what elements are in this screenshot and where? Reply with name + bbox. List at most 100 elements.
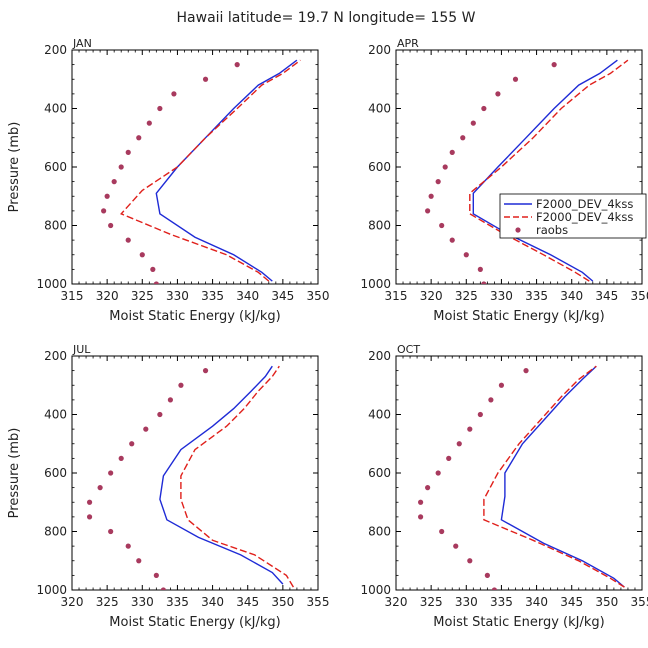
- y-tick-label: 200: [368, 43, 391, 57]
- raobs-point: [418, 514, 424, 520]
- panel-label: APR: [397, 37, 419, 50]
- raobs-point: [425, 485, 431, 491]
- panel-apr: 315 320 325 330 335 340 345 350 200 400 600 800 1000…: [360, 37, 648, 324]
- raobs-point: [456, 441, 462, 447]
- y-tick-label: 200: [44, 43, 67, 57]
- y-tick-label: 600: [44, 160, 67, 174]
- raobs-point: [111, 179, 117, 185]
- x-tick-label: 330: [166, 289, 189, 303]
- raobs-point: [129, 441, 135, 447]
- raobs-point: [101, 208, 107, 214]
- raobs-point: [435, 470, 441, 476]
- raobs-point: [463, 252, 469, 258]
- x-tick-label: 345: [236, 595, 259, 609]
- raobs-point: [523, 368, 529, 374]
- x-tick-label: 320: [96, 289, 119, 303]
- model-series-line-solid: [472, 59, 618, 282]
- raobs-point: [125, 543, 131, 549]
- model-series-line-solid: [500, 365, 625, 588]
- raobs-point: [435, 179, 441, 185]
- x-tick-label: 335: [490, 595, 513, 609]
- x-axis-label: Moist Static Energy (kJ/kg): [433, 309, 604, 324]
- raobs-point: [202, 76, 209, 82]
- y-axis-label: Pressure (mb): [7, 122, 22, 213]
- raobs-point: [202, 368, 209, 374]
- raobs-point: [484, 572, 490, 578]
- raobs-point: [118, 455, 124, 461]
- legend-label: raobs: [536, 223, 568, 237]
- y-tick-label: 1000: [360, 583, 391, 597]
- x-tick-label: 340: [201, 595, 224, 609]
- y-tick-label: 200: [44, 349, 67, 363]
- y-tick-label: 400: [44, 102, 67, 116]
- y-tick-label: 600: [44, 466, 67, 480]
- raobs-point: [495, 91, 501, 97]
- raobs-point: [157, 105, 163, 112]
- x-axis-label: Moist Static Energy (kJ/kg): [109, 309, 280, 324]
- dev-series-line-dashed: [180, 365, 295, 588]
- dev-series-line-dashed: [469, 59, 629, 282]
- raobs-point: [118, 164, 124, 170]
- x-tick-label: 320: [420, 289, 443, 303]
- x-tick-label: 315: [385, 289, 408, 303]
- raobs-point: [157, 411, 163, 418]
- y-tick-label: 400: [44, 408, 67, 422]
- x-tick-label: 345: [595, 289, 618, 303]
- series-group: [101, 59, 301, 284]
- x-tick-label: 350: [307, 289, 330, 303]
- dev-series-line-dashed: [483, 365, 625, 588]
- y-tick-label: 600: [368, 160, 391, 174]
- raobs-point: [498, 382, 505, 388]
- raobs-point: [481, 105, 487, 112]
- series-group: [425, 59, 629, 284]
- x-tick-label: 350: [631, 289, 648, 303]
- panel-oct: 320 325 330 335 340 345 350 355 200 400 600 800 1000…: [360, 343, 648, 630]
- legend-swatch-dots: [515, 227, 521, 233]
- raobs-point: [481, 281, 487, 284]
- raobs-point: [171, 91, 177, 97]
- raobs-point: [467, 558, 473, 564]
- plot-frame: [395, 49, 643, 285]
- panel-label: JAN: [72, 37, 92, 50]
- x-tick-label: 340: [560, 289, 583, 303]
- y-tick-label: 1000: [36, 583, 67, 597]
- raobs-point: [446, 455, 452, 461]
- x-axis-label: Moist Static Energy (kJ/kg): [109, 615, 280, 630]
- x-tick-label: 345: [271, 289, 294, 303]
- y-tick-label: 800: [44, 219, 67, 233]
- y-tick-label: 1000: [36, 277, 67, 291]
- raobs-point: [491, 587, 497, 590]
- dev-series-line-dashed: [120, 59, 301, 282]
- raobs-point: [439, 222, 445, 229]
- y-tick-label: 400: [368, 408, 391, 422]
- x-axis-label: Moist Static Energy (kJ/kg): [433, 615, 604, 630]
- raobs-point: [136, 135, 142, 141]
- x-tick-label: 355: [307, 595, 330, 609]
- x-tick-label: 335: [166, 595, 189, 609]
- raobs-point: [512, 76, 519, 82]
- x-tick-label: 315: [61, 289, 84, 303]
- raobs-point: [153, 572, 159, 578]
- x-tick-label: 325: [420, 595, 443, 609]
- model-series-line-solid: [159, 365, 284, 585]
- x-tick-label: 330: [455, 595, 478, 609]
- panel-label: OCT: [397, 343, 420, 356]
- x-tick-label: 325: [131, 289, 154, 303]
- raobs-point: [460, 135, 466, 141]
- model-series-line-solid: [155, 59, 298, 282]
- y-tick-label: 200: [368, 349, 391, 363]
- y-tick-label: 800: [44, 525, 67, 539]
- raobs-point: [551, 62, 557, 68]
- plot-frame: [71, 49, 319, 285]
- raobs-point: [136, 558, 142, 564]
- legend-box: [499, 193, 647, 239]
- raobs-point: [125, 149, 131, 155]
- raobs-point: [167, 397, 173, 403]
- raobs-point: [442, 164, 448, 170]
- x-tick-label: 355: [631, 595, 648, 609]
- raobs-point: [477, 266, 483, 272]
- raobs-point: [234, 62, 240, 68]
- legend-label: F2000_DEV_4kss: [536, 210, 633, 224]
- x-tick-label: 325: [96, 595, 119, 609]
